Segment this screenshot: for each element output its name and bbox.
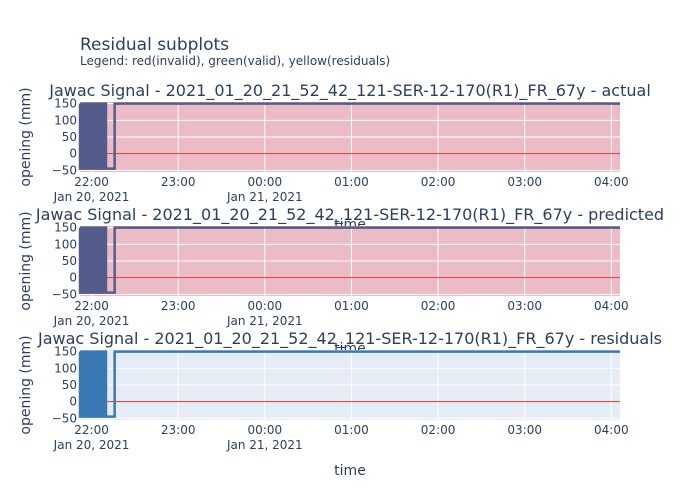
x-tick-label: 00:00 <box>248 299 283 313</box>
x-tick-date-label: Jan 20, 2021 <box>53 190 130 204</box>
x-tick-label: 22:00 <box>74 299 109 313</box>
y-tick-label: 50 <box>62 378 77 392</box>
y-tick-label: 150 <box>54 345 77 359</box>
subplot-title: Jawac Signal - 2021_01_20_21_52_42_121-S… <box>35 205 664 225</box>
subplot-title: Jawac Signal - 2021_01_20_21_52_42_121-S… <box>37 329 662 349</box>
x-tick-date-label: Jan 20, 2021 <box>53 438 130 452</box>
x-tick-date-label: Jan 21, 2021 <box>226 190 303 204</box>
subplot-1: Jawac Signal - 2021_01_20_21_52_42_121-S… <box>18 81 651 233</box>
x-tick-label: 01:00 <box>334 423 369 437</box>
y-tick-label: 0 <box>69 271 77 285</box>
x-tick-label: 22:00 <box>74 423 109 437</box>
x-tick-date-label: Jan 21, 2021 <box>226 438 303 452</box>
x-tick-label: 00:00 <box>248 175 283 189</box>
series-line-1 <box>78 226 620 294</box>
x-tick-label: 23:00 <box>161 175 196 189</box>
x-tick-date-label: Jan 21, 2021 <box>226 314 303 328</box>
y-tick-label: 0 <box>69 395 77 409</box>
x-tick-label: 23:00 <box>161 299 196 313</box>
x-tick-label: 02:00 <box>421 423 456 437</box>
subplot-3: Jawac Signal - 2021_01_20_21_52_42_121-S… <box>18 329 662 452</box>
x-tick-label: 03:00 <box>507 423 542 437</box>
x-tick-label: 00:00 <box>248 423 283 437</box>
subplot-panels: Jawac Signal - 2021_01_20_21_52_42_121-S… <box>18 81 664 452</box>
y-tick-label: 50 <box>62 254 77 268</box>
figure-title: Residual subplots <box>80 35 229 55</box>
series-line-1 <box>78 350 620 418</box>
y-tick-label: −50 <box>52 411 77 425</box>
y-tick-label: 100 <box>54 361 77 375</box>
x-tick-label: 01:00 <box>334 299 369 313</box>
y-tick-label: 100 <box>54 113 77 127</box>
x-tick-label: 04:00 <box>594 299 629 313</box>
x-axis-label-bottom: time <box>334 463 366 479</box>
x-tick-label: 22:00 <box>74 175 109 189</box>
x-tick-label: 01:00 <box>334 175 369 189</box>
y-tick-label: 150 <box>54 97 77 111</box>
x-tick-label: 23:00 <box>161 423 196 437</box>
y-axis-label: opening (mm) <box>18 211 34 310</box>
x-tick-label: 03:00 <box>507 299 542 313</box>
x-tick-label: 04:00 <box>594 423 629 437</box>
subplot-2: Jawac Signal - 2021_01_20_21_52_42_121-S… <box>18 205 664 357</box>
y-tick-label: −50 <box>52 287 77 301</box>
subplot-title: Jawac Signal - 2021_01_20_21_52_42_121-S… <box>48 81 651 101</box>
y-axis-label: opening (mm) <box>18 335 34 434</box>
y-tick-label: −50 <box>52 163 77 177</box>
x-tick-label: 04:00 <box>594 175 629 189</box>
y-tick-label: 0 <box>69 147 77 161</box>
x-tick-label: 02:00 <box>421 299 456 313</box>
x-tick-label: 02:00 <box>421 175 456 189</box>
y-tick-label: 150 <box>54 221 77 235</box>
x-tick-date-label: Jan 20, 2021 <box>53 314 130 328</box>
y-axis-label: opening (mm) <box>18 87 34 186</box>
y-tick-label: 100 <box>54 237 77 251</box>
series-line-1 <box>78 102 620 170</box>
figure-subtitle: Legend: red(invalid), green(valid), yell… <box>80 54 390 68</box>
x-tick-label: 03:00 <box>507 175 542 189</box>
y-tick-label: 50 <box>62 130 77 144</box>
